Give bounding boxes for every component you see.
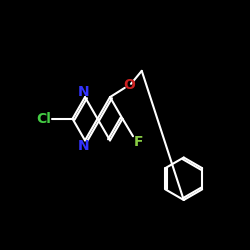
Text: F: F (134, 134, 143, 148)
Text: O: O (123, 78, 135, 92)
Text: N: N (78, 84, 89, 98)
Text: N: N (78, 139, 89, 153)
Text: Cl: Cl (36, 112, 52, 126)
